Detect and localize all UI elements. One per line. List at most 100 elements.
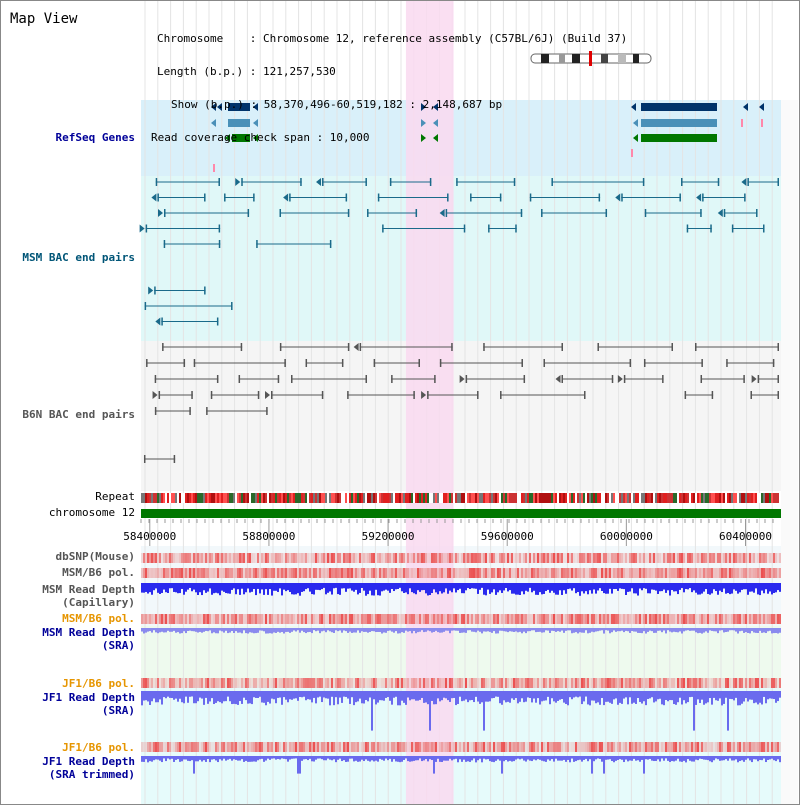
read-depth-bar (277, 628, 279, 632)
read-depth-bar (661, 583, 663, 592)
polymorphism-heat-cell (531, 614, 533, 624)
read-depth-bar (261, 691, 263, 703)
read-depth-bar (677, 756, 679, 759)
polymorphism-heat-cell (279, 614, 281, 624)
bac-end-left (597, 343, 599, 351)
polymorphism-heat-cell (425, 553, 427, 563)
polymorphism-heat-cell (279, 678, 281, 688)
read-depth-bar (671, 756, 673, 762)
polymorphism-heat-cell (541, 614, 543, 624)
polymorphism-heat-cell (717, 614, 719, 624)
read-depth-bar (407, 583, 409, 595)
read-depth-bar (249, 691, 251, 704)
polymorphism-heat-cell (555, 678, 557, 688)
read-depth-bar (563, 691, 565, 703)
polymorphism-heat-cell (245, 553, 247, 563)
polymorphism-heat-cell (215, 568, 217, 578)
read-depth-bar (687, 628, 689, 631)
bac-end-right (777, 375, 779, 383)
read-depth-bar (421, 756, 423, 762)
read-depth-bar (483, 628, 485, 632)
polymorphism-heat-cell (615, 568, 617, 578)
repeat-segment (517, 493, 519, 503)
read-depth-bar (453, 628, 455, 631)
polymorphism-heat-cell (585, 553, 587, 563)
read-depth-bar (335, 583, 337, 588)
read-depth-bar (559, 628, 561, 632)
polymorphism-heat-cell (309, 614, 311, 624)
repeat-segment (485, 493, 487, 503)
polymorphism-heat-cell (163, 553, 165, 563)
polymorphism-heat-cell (491, 614, 493, 624)
polymorphism-heat-cell (699, 678, 701, 688)
polymorphism-heat-cell (311, 568, 313, 578)
bac-end-left (747, 178, 749, 186)
read-depth-bar (559, 691, 561, 700)
repeat-segment (727, 493, 729, 503)
polymorphism-heat-cell (485, 742, 487, 752)
read-depth-bar (153, 691, 155, 699)
read-depth-bar (587, 691, 589, 705)
polymorphism-heat-cell (761, 553, 763, 563)
polymorphism-heat-cell (491, 568, 493, 578)
polymorphism-heat-cell (219, 678, 221, 688)
read-depth-bar (461, 756, 463, 762)
read-depth-bar (313, 691, 315, 698)
polymorphism-heat-cell (655, 553, 657, 563)
polymorphism-heat-cell (371, 678, 373, 688)
repeat-segment (613, 493, 615, 503)
polymorphism-heat-cell (517, 742, 519, 752)
polymorphism-heat-cell (633, 678, 635, 688)
read-depth-bar (713, 691, 715, 698)
polymorphism-heat-cell (753, 678, 755, 688)
polymorphism-heat-cell (707, 678, 709, 688)
read-depth-bar (261, 756, 263, 759)
read-depth-bar (229, 756, 231, 759)
polymorphism-heat-cell (725, 614, 727, 624)
polymorphism-heat-cell (597, 614, 599, 624)
polymorphism-heat-cell (595, 678, 597, 688)
read-depth-bar (159, 691, 161, 700)
read-depth-bar (217, 583, 219, 594)
polymorphism-heat-cell (351, 614, 353, 624)
read-depth-bar (471, 756, 473, 761)
bac-end-left (723, 209, 726, 217)
polymorphism-heat-cell (697, 568, 699, 578)
polymorphism-heat-cell (363, 678, 365, 688)
polymorphism-heat-cell (603, 568, 605, 578)
read-depth-bar (551, 628, 553, 631)
polymorphism-heat-cell (331, 614, 333, 624)
read-depth-bar (611, 628, 613, 633)
read-depth-bar (565, 583, 567, 594)
feature-marker (151, 193, 157, 202)
polymorphism-heat-cell (359, 553, 361, 563)
polymorphism-heat-cell (305, 678, 307, 688)
read-depth-bar (377, 628, 379, 632)
read-depth-bar (399, 628, 401, 634)
repeat-segment (595, 493, 597, 503)
polymorphism-heat-cell (669, 553, 671, 563)
read-depth-bar (521, 756, 523, 759)
read-depth-bar (357, 628, 359, 631)
polymorphism-heat-cell (505, 678, 507, 688)
polymorphism-heat-cell (683, 742, 685, 752)
read-depth-bar (651, 756, 653, 761)
read-depth-bar (495, 756, 497, 761)
polymorphism-heat-cell (507, 568, 509, 578)
polymorphism-heat-cell (737, 742, 739, 752)
polymorphism-heat-cell (599, 568, 601, 578)
polymorphism-heat-cell (229, 678, 231, 688)
read-depth-bar (485, 691, 487, 702)
polymorphism-heat-cell (513, 614, 515, 624)
read-depth-bar (275, 691, 277, 704)
read-depth-bar (531, 583, 533, 593)
read-depth-bar (171, 691, 173, 698)
polymorphism-heat-cell (581, 678, 583, 688)
read-depth-bar (327, 583, 329, 593)
read-depth-bar (569, 691, 571, 698)
read-depth-bar (541, 756, 543, 761)
polymorphism-heat-cell (521, 742, 523, 752)
read-depth-bar (719, 691, 721, 699)
read-depth-bar (437, 691, 439, 699)
